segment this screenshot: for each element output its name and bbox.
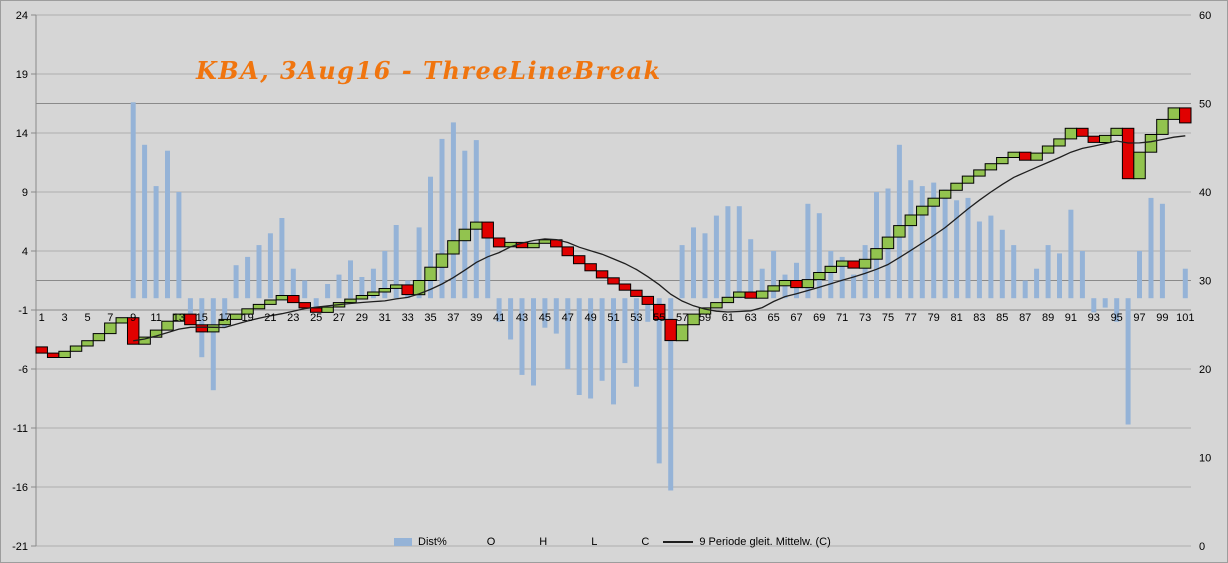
svg-text:23: 23 — [287, 312, 299, 324]
svg-text:10: 10 — [1199, 453, 1211, 465]
svg-text:79: 79 — [928, 312, 940, 324]
svg-text:47: 47 — [562, 312, 574, 324]
svg-text:99: 99 — [1156, 312, 1168, 324]
svg-text:61: 61 — [722, 312, 734, 324]
svg-text:35: 35 — [424, 312, 436, 324]
svg-text:20: 20 — [1199, 364, 1211, 376]
svg-text:-11: -11 — [13, 423, 28, 435]
svg-text:77: 77 — [905, 312, 917, 324]
svg-text:73: 73 — [859, 312, 871, 324]
svg-text:21: 21 — [264, 312, 276, 324]
svg-text:-21: -21 — [12, 541, 28, 553]
svg-text:-16: -16 — [12, 482, 28, 494]
svg-text:65: 65 — [767, 312, 779, 324]
svg-text:71: 71 — [836, 312, 848, 324]
legend-label-ma: 9 Periode gleit. Mittelw. (C) — [699, 536, 831, 548]
svg-text:101: 101 — [1176, 312, 1194, 324]
legend-label-high: H — [539, 536, 548, 548]
svg-text:24: 24 — [16, 10, 28, 22]
svg-text:31: 31 — [379, 312, 391, 324]
svg-text:91: 91 — [1065, 312, 1077, 324]
svg-text:3: 3 — [62, 312, 68, 324]
svg-text:67: 67 — [790, 312, 802, 324]
svg-text:11: 11 — [150, 312, 161, 324]
svg-text:93: 93 — [1088, 312, 1100, 324]
legend-label-open: O — [486, 536, 496, 548]
svg-text:87: 87 — [1019, 312, 1031, 324]
svg-text:17: 17 — [219, 312, 231, 324]
legend: Dist% O H L C 9 Periode gleit. Mittelw. … — [394, 534, 831, 550]
svg-text:0: 0 — [1199, 541, 1205, 553]
legend-label-close: C — [641, 536, 650, 548]
svg-text:7: 7 — [107, 312, 113, 324]
svg-text:51: 51 — [607, 312, 619, 324]
svg-text:5: 5 — [84, 312, 90, 324]
svg-text:27: 27 — [333, 312, 345, 324]
dist-bars — [130, 102, 1188, 491]
svg-text:40: 40 — [1199, 187, 1211, 199]
svg-text:41: 41 — [493, 312, 505, 324]
svg-text:33: 33 — [402, 312, 414, 324]
chart-title: KBA, 3Aug16 - ThreeLineBreak — [196, 56, 662, 85]
svg-text:13: 13 — [173, 312, 185, 324]
svg-text:63: 63 — [745, 312, 757, 324]
svg-text:97: 97 — [1133, 312, 1145, 324]
svg-text:75: 75 — [882, 312, 894, 324]
legend-bar-swatch-icon — [394, 538, 412, 546]
svg-text:85: 85 — [996, 312, 1008, 324]
svg-text:45: 45 — [539, 312, 551, 324]
svg-text:43: 43 — [516, 312, 528, 324]
svg-text:14: 14 — [16, 128, 28, 140]
svg-text:50: 50 — [1199, 99, 1211, 111]
tlb-boxes — [35, 107, 1192, 359]
svg-text:37: 37 — [447, 312, 459, 324]
svg-text:-6: -6 — [18, 364, 28, 376]
svg-text:25: 25 — [310, 312, 322, 324]
svg-text:19: 19 — [16, 69, 28, 81]
svg-text:83: 83 — [973, 312, 985, 324]
svg-text:81: 81 — [950, 312, 962, 324]
svg-text:19: 19 — [241, 312, 253, 324]
legend-label-dist: Dist% — [418, 536, 447, 548]
svg-text:69: 69 — [813, 312, 825, 324]
svg-text:9: 9 — [22, 187, 28, 199]
svg-text:29: 29 — [356, 312, 368, 324]
svg-text:15: 15 — [196, 312, 208, 324]
svg-text:55: 55 — [653, 312, 665, 324]
svg-text:-1: -1 — [18, 305, 28, 317]
svg-text:89: 89 — [1042, 312, 1054, 324]
legend-line-swatch-icon — [663, 541, 694, 543]
svg-text:59: 59 — [699, 312, 711, 324]
svg-text:9: 9 — [130, 312, 136, 324]
svg-text:95: 95 — [1111, 312, 1123, 324]
ma-line — [133, 135, 1186, 342]
svg-text:49: 49 — [584, 312, 596, 324]
svg-text:4: 4 — [22, 246, 28, 258]
svg-text:60: 60 — [1199, 10, 1211, 22]
svg-text:53: 53 — [630, 312, 642, 324]
legend-label-low: L — [591, 536, 598, 548]
svg-text:57: 57 — [676, 312, 688, 324]
svg-text:30: 30 — [1199, 276, 1211, 288]
svg-text:39: 39 — [470, 312, 482, 324]
svg-text:1: 1 — [39, 312, 45, 324]
